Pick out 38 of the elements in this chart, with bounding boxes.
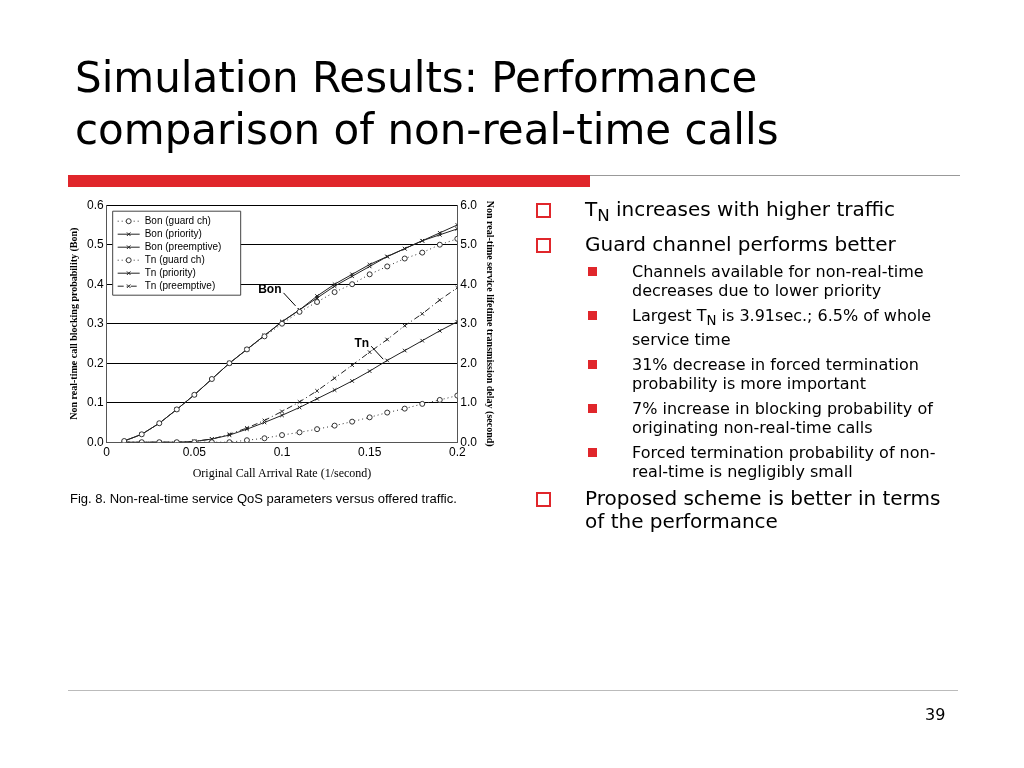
legend-label: Bon (guard ch) [144, 214, 211, 226]
chart-title: Simulation Results: Performance comparison of non-real-time calls [75, 52, 780, 156]
x-tick-label: 0 [103, 444, 111, 459]
y2-tick-label: 1.0 [460, 395, 478, 410]
legend-label: Bon (priority) [144, 227, 202, 239]
legend-label: Tn (preemptive) [144, 279, 216, 291]
text: 39 [925, 705, 946, 724]
y2-tick-label: 3.0 [460, 316, 478, 331]
y-tick-label: 0.4 [86, 276, 104, 291]
legend-label: Tn (priority) [144, 266, 196, 278]
y-tick-label: 0.1 [86, 395, 104, 410]
text: 7% increase in blocking probability of originating non-real-time calls [632, 399, 933, 438]
y-tick-label: 0.0 [86, 434, 104, 449]
text: Channels available for non-real-time decreases due to lower priority [632, 262, 924, 300]
y2-tick-label: 5.0 [460, 237, 478, 252]
text: T$_{N}$ increases with higher traffic [585, 197, 896, 225]
legend-label: Bon (preemptive) [144, 240, 222, 252]
text: Guard channel performs better [585, 232, 896, 256]
text: Proposed scheme is better in terms of the performance [585, 486, 941, 534]
y-tick-label: 0.3 [86, 316, 104, 331]
x-tick-label: 0.1 [273, 444, 291, 459]
y2-tick-label: 4.0 [460, 276, 478, 291]
text: 31% decrease in forced termination probability is more important [632, 355, 919, 394]
y-axis-title: Non real-time call blocking probability (Bon) [67, 227, 80, 420]
text: Largest T$_{N}$ is 3.91sec.; 6.5% of whole service time [632, 306, 932, 350]
y-tick-label: 0.2 [86, 355, 104, 370]
x-axis-title: Original Call Arrival Rate (1/second) [192, 465, 372, 480]
text: Forced termination probability of non-real-time is negligibly small [632, 443, 936, 482]
annotation: Tn [354, 335, 370, 350]
y2-tick-label: 2.0 [460, 355, 478, 370]
caption: Fig. 8. Non-real-time service QoS parameters versus offered traffic. [70, 491, 457, 506]
x-tick-label: 0.15 [357, 444, 382, 459]
y2-tick-label: 6.0 [460, 197, 478, 212]
y2-axis-title: Non real-time service lifetime transmission delay (second) [484, 200, 497, 447]
x-tick-label: 0.05 [182, 444, 207, 459]
y-tick-label: 0.5 [86, 237, 104, 252]
legend-label: Tn (guard ch) [144, 253, 205, 265]
y-tick-label: 0.6 [86, 197, 104, 212]
